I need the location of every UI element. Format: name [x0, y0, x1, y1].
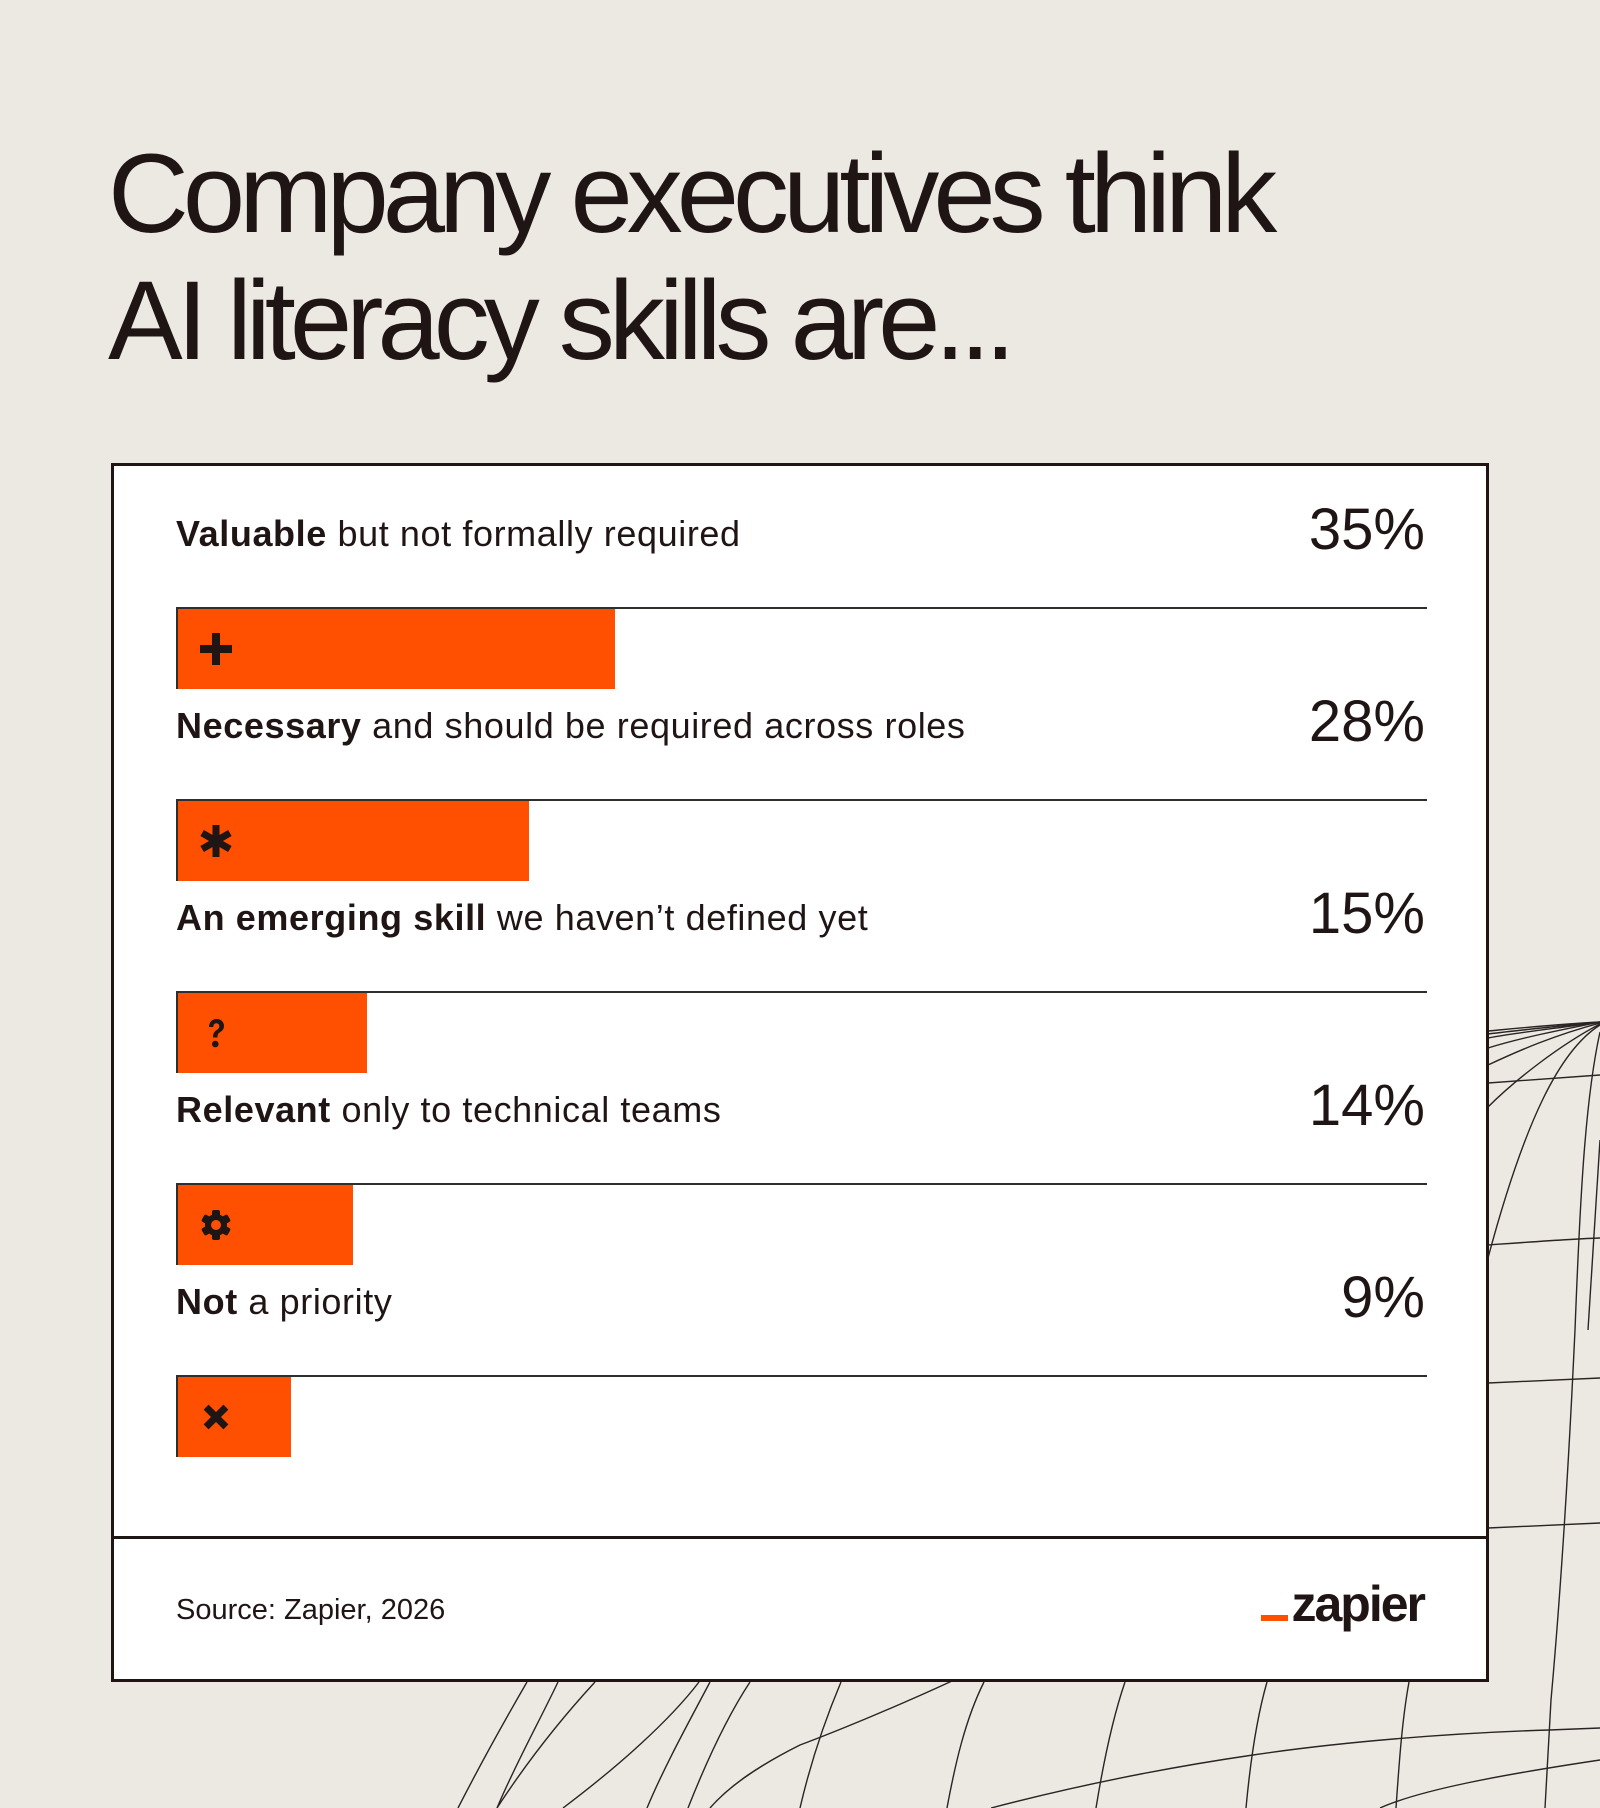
row-divider [176, 1375, 1427, 1377]
chart-row-valuable: Valuable but not formally required 35% [176, 466, 1427, 689]
row-label: Relevant only to technical teams [176, 1090, 721, 1130]
row-label-bold: Not [176, 1281, 238, 1322]
row-label: An emerging skill we haven’t defined yet [176, 898, 868, 938]
question-icon [200, 1017, 232, 1049]
bar-track [176, 1377, 1427, 1457]
row-label-rest: only to technical teams [330, 1089, 722, 1130]
row-percent: 15% [1308, 881, 1425, 946]
row-percent: 9% [1341, 1265, 1425, 1330]
bar [178, 1377, 291, 1457]
row-percent: 14% [1308, 1073, 1425, 1138]
row-label: Not a priority [176, 1282, 392, 1322]
row-label: Necessary and should be required across … [176, 706, 966, 746]
row-divider [176, 607, 1427, 609]
row-label-bold: An emerging skill [176, 897, 487, 938]
asterisk-icon [200, 825, 232, 857]
row-label: Valuable but not formally required [176, 514, 741, 554]
page-title: Company executives think AI literacy ski… [108, 130, 1277, 384]
row-label-bold: Valuable [176, 513, 327, 554]
source-note: Source: Zapier, 2026 [176, 1594, 446, 1626]
bar [178, 801, 529, 881]
chart-row-emerging: An emerging skill we haven’t defined yet… [176, 850, 1427, 1073]
row-label-bold: Relevant [176, 1089, 331, 1130]
gear-icon [200, 1209, 232, 1241]
bar-track [176, 993, 1427, 1073]
chart-row-not-priority: Not a priority 9% [176, 1234, 1427, 1457]
row-label-bold: Necessary [176, 705, 362, 746]
row-divider [176, 799, 1427, 801]
row-percent: 35% [1308, 497, 1425, 562]
logo-underscore-mark [1261, 1615, 1289, 1621]
row-label-rest: and should be required across roles [361, 705, 966, 746]
zapier-logo: zapier [1261, 1576, 1426, 1632]
row-label-rest: we haven’t defined yet [486, 897, 869, 938]
row-divider [176, 991, 1427, 993]
footer-divider [114, 1536, 1486, 1539]
chart-row-relevant: Relevant only to technical teams 14% [176, 1042, 1427, 1265]
bar-track [176, 801, 1427, 881]
chart-row-necessary: Necessary and should be required across … [176, 658, 1427, 881]
row-percent: 28% [1308, 689, 1425, 754]
logo-wordmark: zapier [1291, 1576, 1426, 1632]
title-line-1: Company executives think [108, 131, 1277, 256]
bar [178, 609, 615, 689]
bar-track [176, 1185, 1427, 1265]
x-icon [200, 1401, 232, 1433]
plus-icon [200, 633, 232, 665]
bar-track [176, 609, 1427, 689]
bar [178, 993, 367, 1073]
title-line-2: AI literacy skills are... [108, 258, 1016, 383]
bar [178, 1185, 353, 1265]
row-label-rest: a priority [237, 1281, 393, 1322]
row-label-rest: but not formally required [326, 513, 741, 554]
chart-card: Valuable but not formally required 35% N… [111, 463, 1489, 1682]
row-divider [176, 1183, 1427, 1185]
